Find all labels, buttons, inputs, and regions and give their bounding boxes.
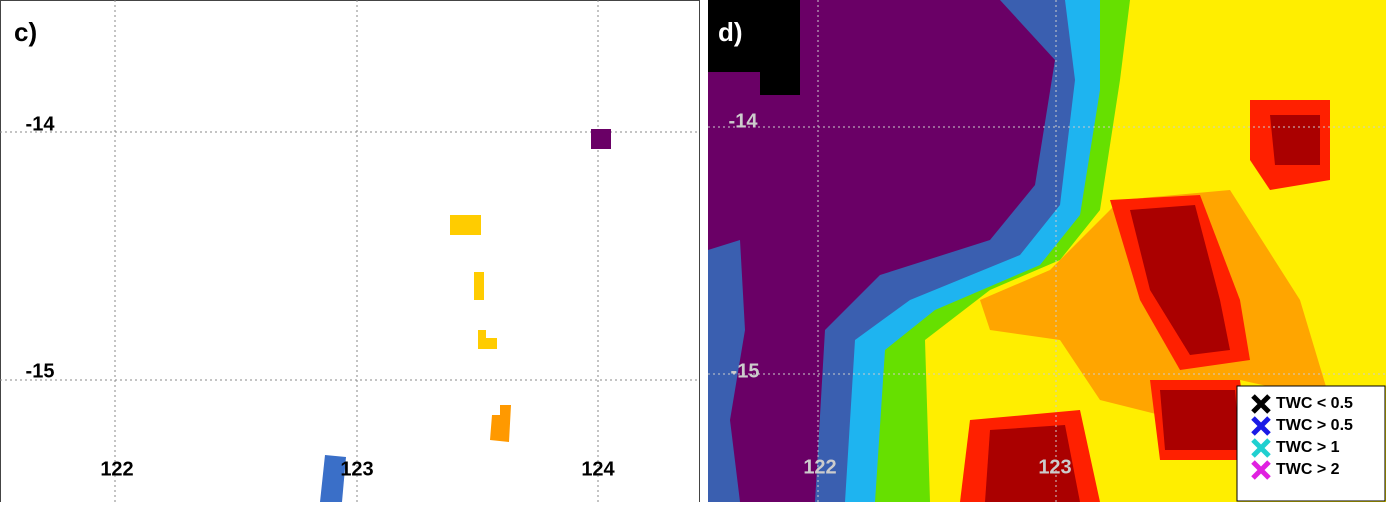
legend-label: TWC > 2	[1276, 461, 1340, 478]
patch	[474, 272, 484, 300]
lat-label: -15	[731, 360, 760, 382]
legend-label: TWC > 0.5	[1276, 417, 1353, 434]
lon-label: 124	[581, 458, 615, 480]
lon-label: 123	[340, 458, 373, 480]
patch	[591, 129, 611, 149]
panel-label: d)	[718, 17, 743, 47]
lat-label: -14	[26, 113, 56, 135]
lon-label: 123	[1038, 456, 1071, 478]
lon-label: 122	[803, 456, 836, 478]
legend-label: TWC < 0.5	[1276, 395, 1353, 412]
lat-label: -14	[729, 110, 759, 132]
field	[1160, 390, 1240, 450]
lon-label: 122	[100, 458, 133, 480]
page: {"panels": [ {"label": "c)", "lon_ticks"…	[0, 0, 1386, 502]
panel-frame	[1, 1, 700, 503]
legend: TWC < 0.5 TWC > 0.5 TWC > 1 TWC > 2	[1237, 386, 1385, 501]
field	[1270, 115, 1320, 165]
panel-label: c)	[14, 17, 37, 47]
legend-label: TWC > 1	[1276, 439, 1340, 456]
patch	[450, 215, 481, 235]
panel-c: c) -14 -15 122 123 124	[0, 0, 700, 502]
lat-label: -15	[26, 360, 55, 382]
figure: c) -14 -15 122 123 124	[0, 0, 1386, 502]
